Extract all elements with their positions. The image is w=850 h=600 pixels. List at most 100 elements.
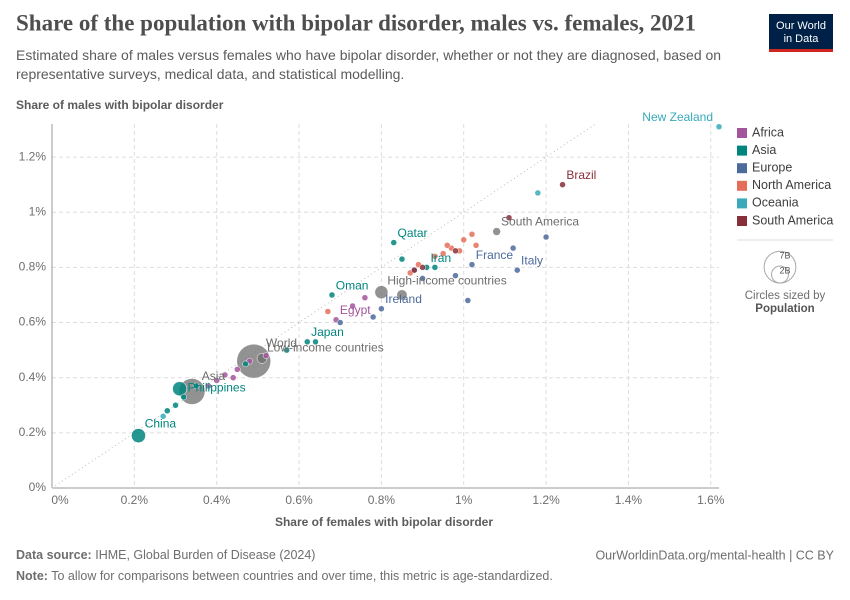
point bbox=[534, 189, 542, 197]
point bbox=[361, 294, 369, 301]
y-axis-label: Share of males with bipolar disorder bbox=[16, 98, 224, 112]
y-tick-label: 0.4% bbox=[19, 370, 47, 384]
data-label: Low-income countries bbox=[267, 341, 384, 355]
point bbox=[213, 377, 220, 384]
point bbox=[505, 214, 513, 222]
legend-swatch bbox=[737, 216, 747, 226]
point bbox=[472, 242, 480, 249]
size-legend-title: Circles sized by bbox=[745, 290, 826, 302]
legend-swatch bbox=[737, 163, 747, 174]
x-tick-label: 0% bbox=[51, 493, 69, 507]
point bbox=[349, 302, 356, 310]
data-label: Oman bbox=[336, 278, 369, 292]
note-text: To allow for comparisons between countri… bbox=[51, 569, 553, 583]
point bbox=[369, 313, 377, 321]
point bbox=[390, 239, 397, 246]
x-tick-label: 0.6% bbox=[285, 493, 313, 507]
point bbox=[324, 308, 332, 315]
legend-swatch bbox=[737, 145, 747, 156]
point bbox=[396, 289, 408, 301]
logo-text: in Data bbox=[784, 33, 820, 45]
point bbox=[221, 371, 229, 379]
data-label: Brazil bbox=[566, 168, 596, 182]
data-label: Asia bbox=[202, 369, 226, 383]
point bbox=[468, 231, 476, 238]
point bbox=[374, 285, 389, 300]
size-legend-variable: Population bbox=[755, 303, 814, 315]
point bbox=[559, 181, 566, 188]
logo-bar bbox=[769, 49, 833, 52]
point bbox=[159, 413, 167, 420]
point bbox=[304, 338, 311, 346]
point bbox=[336, 319, 344, 326]
legend-label: Oceania bbox=[752, 196, 799, 210]
point bbox=[131, 428, 146, 443]
x-tick-label: 1.4% bbox=[615, 493, 643, 507]
legend-swatch bbox=[737, 198, 747, 209]
point bbox=[242, 360, 249, 368]
source: Data source: IHME, Global Burden of Dise… bbox=[16, 548, 315, 562]
legend-label: Europe bbox=[752, 160, 792, 174]
point bbox=[236, 343, 271, 379]
data-label: China bbox=[145, 417, 177, 431]
note: Note: To allow for comparisons between c… bbox=[16, 569, 553, 583]
point bbox=[452, 247, 459, 255]
data-label: Japan bbox=[311, 325, 344, 339]
point bbox=[411, 266, 418, 274]
x-tick-label: 0.8% bbox=[368, 493, 396, 507]
data-label: France bbox=[476, 248, 514, 262]
x-tick-label: 1.2% bbox=[532, 493, 560, 507]
point bbox=[180, 393, 188, 401]
point bbox=[172, 381, 187, 397]
y-tick-label: 0.2% bbox=[19, 425, 47, 439]
point bbox=[283, 346, 290, 354]
data-label: Italy bbox=[521, 254, 543, 268]
source-text: IHME, Global Burden of Disease (2024) bbox=[95, 548, 315, 562]
point bbox=[542, 233, 550, 241]
point bbox=[715, 123, 723, 131]
point bbox=[431, 264, 439, 271]
y-tick-label: 0.8% bbox=[19, 260, 47, 274]
point bbox=[419, 264, 426, 271]
y-tick-label: 1.2% bbox=[19, 149, 47, 163]
point bbox=[439, 250, 447, 257]
data-label: Ireland bbox=[385, 292, 422, 306]
subtitle-box: Estimated share of males versus females … bbox=[16, 47, 722, 82]
url[interactable]: OurWorldinData.org/mental-health | CC BY bbox=[595, 548, 834, 562]
x-tick-label: 1.6% bbox=[697, 493, 725, 507]
logo[interactable] bbox=[769, 14, 833, 52]
chart-subtitle: Estimated share of males versus females … bbox=[16, 47, 722, 82]
point bbox=[460, 236, 467, 244]
x-axis-label: Share of females with bipolar disorder bbox=[275, 515, 493, 529]
size-legend-circle bbox=[771, 265, 789, 284]
x-tick-label: 0.2% bbox=[121, 493, 149, 507]
data-label: Iran bbox=[430, 251, 451, 265]
point bbox=[464, 297, 472, 304]
y-tick-label: 0.6% bbox=[19, 315, 47, 329]
chart-title: Share of the population with bipolar dis… bbox=[16, 10, 696, 35]
point bbox=[398, 255, 406, 263]
point bbox=[419, 275, 426, 282]
size-legend-label: 2B bbox=[779, 265, 790, 275]
note-label: Note: bbox=[16, 569, 48, 583]
source-label: Data source: bbox=[16, 548, 92, 562]
data-label: Egypt bbox=[340, 303, 371, 317]
point bbox=[164, 407, 171, 415]
data-label: New Zealand bbox=[642, 110, 713, 124]
point bbox=[492, 227, 501, 236]
point bbox=[205, 382, 212, 390]
point bbox=[452, 272, 459, 279]
x-tick-label: 0.4% bbox=[203, 493, 231, 507]
logo-text: Our World bbox=[776, 20, 826, 32]
legend-label: South America bbox=[752, 213, 833, 227]
point bbox=[262, 352, 270, 359]
point bbox=[509, 244, 517, 252]
point bbox=[234, 366, 241, 373]
point bbox=[378, 305, 385, 313]
data-label: World bbox=[266, 336, 297, 350]
point bbox=[192, 382, 200, 390]
y-tick-label: 1% bbox=[29, 204, 47, 218]
x-tick-label: 1% bbox=[455, 493, 473, 507]
data-label: Philippines bbox=[188, 380, 246, 394]
